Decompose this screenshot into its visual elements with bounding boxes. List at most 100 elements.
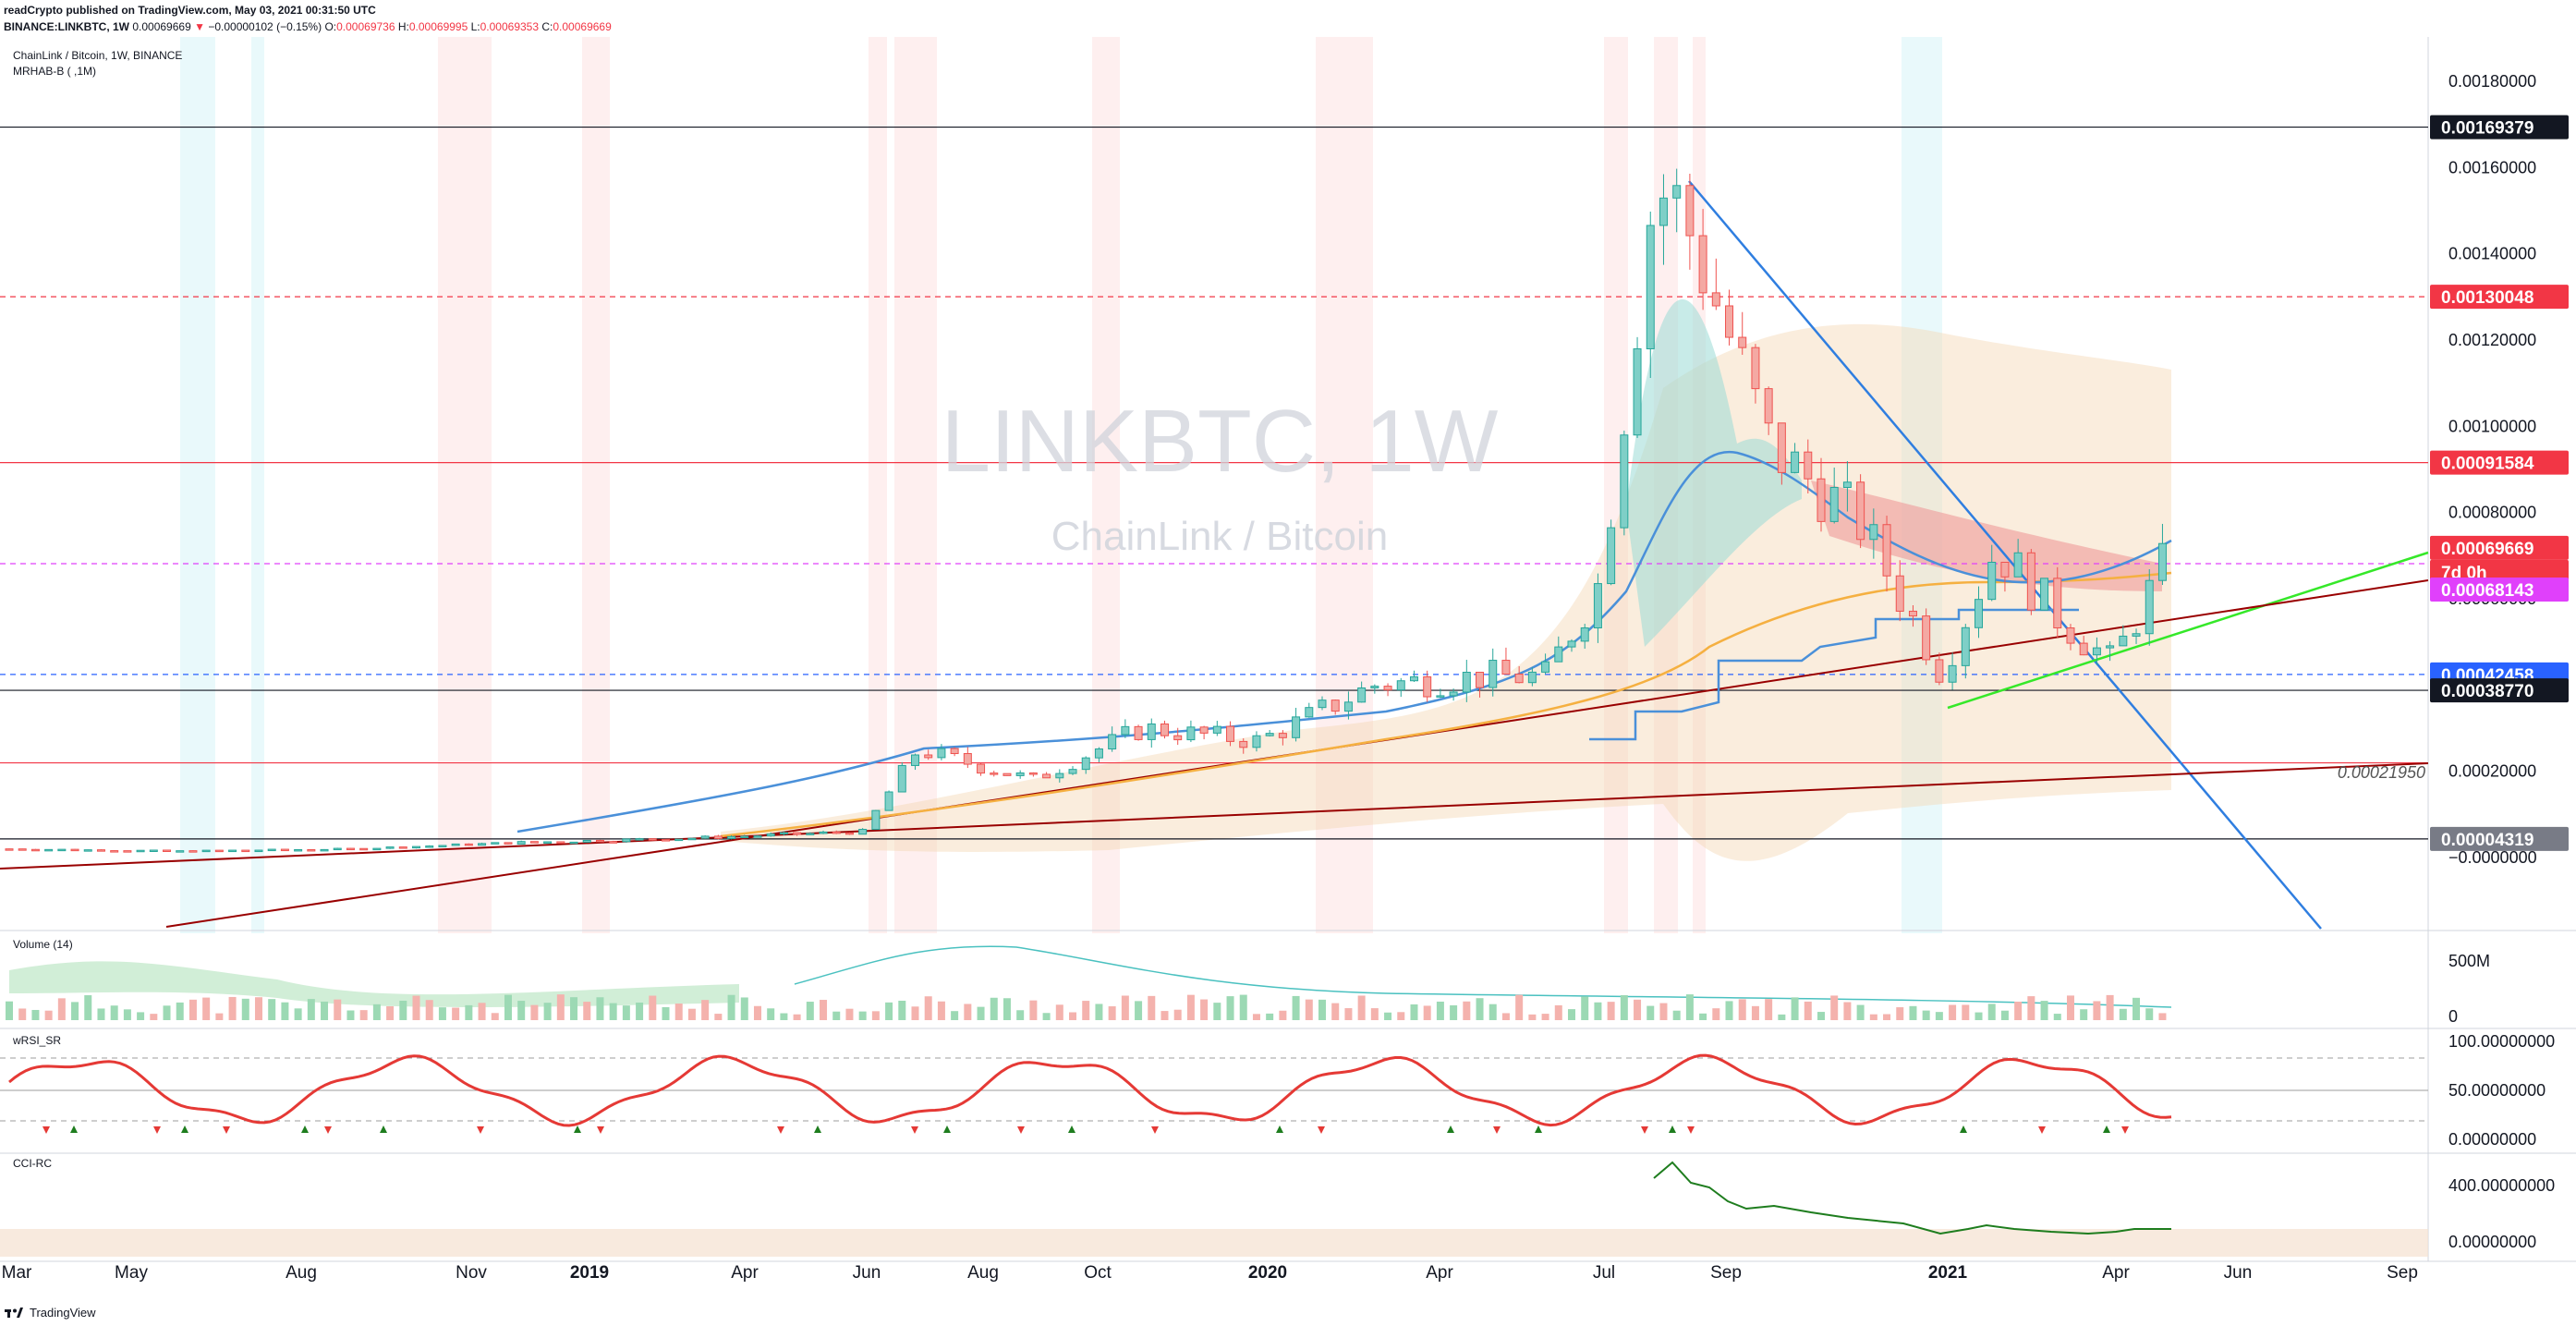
candle-body — [359, 847, 369, 851]
price-badge: 0.00130048 — [2430, 285, 2569, 310]
candle-body — [793, 832, 802, 835]
trendline-blue[interactable] — [1688, 180, 2322, 930]
volume-bar — [570, 997, 578, 1020]
candle-body — [1265, 733, 1274, 736]
price-tick: 0.00120000 — [2448, 331, 2536, 349]
rsi-sell-marker — [477, 1126, 484, 1134]
rsi-pane: 100.00000000 50.00000000 0.00000000 — [0, 1032, 2555, 1149]
volume-bar — [359, 1010, 368, 1020]
volume-bar — [1357, 995, 1366, 1020]
volume-bar — [820, 1000, 828, 1020]
open-value: 0.00069736 — [336, 20, 395, 33]
rsi-pane-label: wRSI_SR — [13, 1034, 62, 1047]
volume-bar — [1160, 1011, 1169, 1020]
candle-body — [595, 839, 604, 843]
volume-bar — [281, 1002, 289, 1020]
svg-text:0.00004319: 0.00004319 — [2441, 831, 2533, 850]
candle-body — [582, 839, 591, 843]
volume-bar — [1501, 1013, 1510, 1020]
volume-bar — [753, 1005, 761, 1020]
candle-body — [2040, 578, 2049, 611]
candle-body — [136, 849, 145, 853]
price-tick: 0.00140000 — [2448, 245, 2536, 263]
volume-bar — [1436, 1001, 1444, 1020]
volume-bar — [1397, 1012, 1405, 1020]
volume-bar — [2080, 1009, 2088, 1020]
candle-body — [96, 849, 105, 852]
candle-body — [832, 831, 841, 834]
volume-bar — [1791, 997, 1799, 1020]
price-badge: 0.00091584 — [2430, 450, 2569, 475]
svg-text:0.00130048: 0.00130048 — [2441, 288, 2533, 308]
main-pane-legend: ChainLink / Bitcoin, 1W, BINANCE MRHAB-B… — [13, 48, 182, 79]
candle-body — [1160, 723, 1169, 736]
volume-bar — [1856, 1004, 1865, 1020]
volume-bar — [924, 996, 932, 1020]
rsi-tick: 50.00000000 — [2448, 1081, 2546, 1100]
candle-body — [5, 848, 14, 851]
volume-bar — [372, 1004, 381, 1020]
candle-body — [1292, 716, 1301, 738]
volume-bar — [1554, 1004, 1562, 1020]
volume-bar — [990, 997, 998, 1020]
candle-body — [897, 764, 906, 793]
cci-line — [1653, 1161, 2171, 1235]
candle-body — [1212, 725, 1221, 734]
footer: TradingView — [4, 1302, 96, 1322]
candle-body — [871, 809, 881, 831]
candle-body — [1042, 773, 1051, 779]
candle-body — [674, 838, 684, 842]
volume-bar — [478, 1003, 486, 1020]
candle-body — [1501, 660, 1511, 675]
time-tick: Jul — [1593, 1263, 1615, 1283]
time-tick: Aug — [286, 1263, 317, 1283]
svg-text:0.00091584: 0.00091584 — [2441, 455, 2534, 474]
candle-body — [188, 850, 198, 853]
rsi-sell-marker — [1318, 1126, 1325, 1134]
candle-body — [1685, 185, 1695, 237]
time-tick: May — [115, 1263, 148, 1283]
volume-bar — [1186, 994, 1195, 1020]
candle-body — [766, 833, 775, 837]
band-cyan — [180, 37, 215, 933]
high-label: H: — [397, 20, 409, 33]
candle-body — [516, 841, 526, 845]
candle-body — [149, 849, 158, 852]
candle-body — [491, 842, 500, 845]
symbol-label[interactable]: BINANCE:LINKBTC, 1W — [4, 20, 129, 33]
candle-body — [1711, 292, 1720, 307]
trendline-green[interactable] — [1947, 551, 2429, 710]
candle-body — [819, 831, 828, 834]
trendline-darkred-flat[interactable] — [0, 762, 2429, 870]
volume-bar — [1370, 1008, 1379, 1020]
candle-body — [1869, 524, 1878, 541]
volume-bar — [110, 1005, 118, 1020]
svg-text:0.00038770: 0.00038770 — [2441, 682, 2533, 701]
volume-bar — [662, 1006, 670, 1020]
volume-bar — [1659, 1003, 1668, 1020]
volume-bar — [2000, 1010, 2009, 1020]
volume-bar — [1672, 1010, 1681, 1020]
time-axis[interactable]: Mar May Aug Nov 2019 Apr Jun Aug Oct 2020 Apr Jul Se… — [2, 1263, 2418, 1283]
candle-body — [556, 841, 565, 844]
volume-bar — [1975, 1012, 1983, 1020]
volume-bar — [176, 1002, 184, 1020]
volume-bar — [123, 1009, 131, 1020]
tradingview-logo-icon — [5, 1308, 23, 1318]
rsi-sell-marker — [324, 1126, 332, 1134]
candle-body — [1423, 675, 1432, 698]
background-bands — [180, 37, 1942, 933]
volume-bar — [1765, 999, 1773, 1020]
volume-bar — [885, 1002, 893, 1020]
volume-bar — [438, 1007, 446, 1020]
change-value: −0.00000102 (−0.15%) — [208, 20, 322, 33]
volume-bar — [937, 1001, 945, 1020]
watermark-symbol: LINKBTC, 1W — [942, 392, 1499, 491]
candle-body — [1829, 486, 1839, 522]
volume-bar — [2027, 996, 2035, 1020]
candle-body — [504, 842, 513, 845]
volume-bar — [346, 1010, 355, 1020]
candle-body — [425, 845, 434, 848]
volume-bar — [294, 1008, 302, 1020]
